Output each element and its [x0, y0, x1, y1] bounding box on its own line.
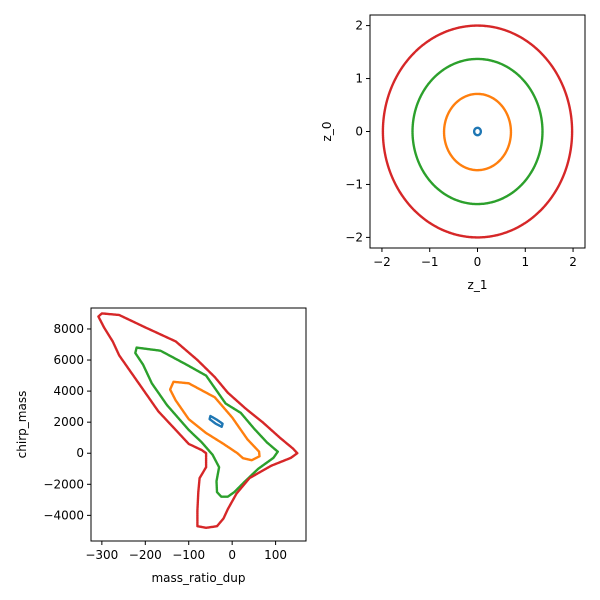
latent-y-tick-label: 2 — [355, 19, 363, 33]
parameter-x-axis-label: mass_ratio_dup — [151, 571, 245, 585]
parameter-y-tick-label: 6000 — [53, 353, 84, 367]
parameter-contour-orange — [168, 380, 261, 462]
parameter-y-tick-label: 0 — [76, 446, 84, 460]
parameter-contour-blue — [208, 414, 224, 428]
parameter-x-tick-label: −300 — [85, 548, 118, 562]
parameter-y-tick-label: 2000 — [53, 415, 84, 429]
parameter-x-tick-label: 0 — [228, 548, 236, 562]
parameter-y-tick-label: −2000 — [43, 477, 84, 491]
parameter-x-tick-label: −200 — [129, 548, 162, 562]
parameter-axes-frame — [90, 307, 307, 542]
latent-y-ticks: −2 −1 0 1 2 — [345, 19, 370, 244]
latent-axes-frame — [369, 14, 586, 249]
parameter-contour-green — [134, 346, 279, 498]
latent-contour-red — [381, 24, 574, 239]
latent-space-panel: −2 −1 0 1 2 −2 −1 0 1 2 z_1 z_0 — [320, 14, 586, 292]
parameter-y-tick-label: 8000 — [53, 322, 84, 336]
latent-x-tick-label: 2 — [569, 255, 577, 269]
latent-y-tick-label: −2 — [345, 230, 363, 244]
latent-y-axis-label: z_0 — [320, 122, 334, 142]
latent-x-tick-label: −1 — [421, 255, 439, 269]
latent-contour-blue — [472, 126, 483, 137]
latent-contour-orange — [442, 92, 513, 172]
parameter-y-tick-label: 4000 — [53, 384, 84, 398]
parameter-contour-red — [97, 312, 299, 529]
parameter-space-panel: −300 −200 −100 0 100 −4000 −2000 0 2000 4000 6000… — [15, 307, 307, 585]
latent-x-axis-label: z_1 — [468, 278, 488, 292]
latent-x-tick-label: 0 — [474, 255, 482, 269]
parameter-contours — [97, 312, 299, 529]
latent-x-tick-label: −2 — [373, 255, 391, 269]
parameter-y-tick-label: −4000 — [43, 508, 84, 522]
parameter-x-tick-label: 100 — [264, 548, 287, 562]
parameter-y-ticks: −4000 −2000 0 2000 4000 6000 8000 — [43, 322, 91, 522]
latent-y-tick-label: −1 — [345, 177, 363, 191]
latent-y-tick-label: 1 — [355, 72, 363, 86]
latent-y-tick-label: 0 — [355, 125, 363, 139]
parameter-x-ticks: −300 −200 −100 0 100 — [85, 541, 287, 562]
latent-x-ticks: −2 −1 0 1 2 — [373, 248, 577, 269]
parameter-y-axis-label: chirp_mass — [15, 391, 29, 459]
latent-contours — [381, 24, 574, 239]
latent-x-tick-label: 1 — [521, 255, 529, 269]
latent-contour-green — [411, 57, 544, 206]
parameter-x-tick-label: −100 — [172, 548, 205, 562]
